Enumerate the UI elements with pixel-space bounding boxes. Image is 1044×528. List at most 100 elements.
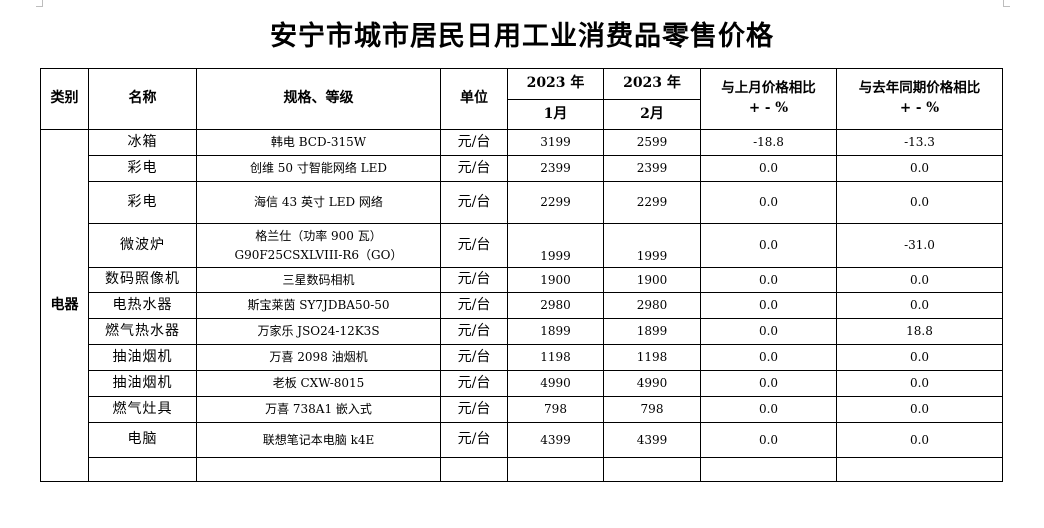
- table-row-empty: [41, 457, 1003, 482]
- item-name: 电脑: [88, 422, 197, 458]
- item-unit: 元/台: [440, 318, 508, 345]
- item-spec-line-2: G90F25CSXLVIII-R6（GO）: [234, 247, 403, 262]
- table-row: 燃气灶具 万喜 738A1 嵌入式 元/台 798 798 0.0 0.0: [41, 396, 1003, 423]
- item-name: 燃气灶具: [88, 396, 197, 423]
- table-row: 燃气热水器 万家乐 JSO24-12K3S 元/台 1899 1899 0.0 …: [41, 318, 1003, 345]
- price-feb: 2980: [603, 292, 701, 319]
- change-mom: 0.0: [700, 344, 837, 371]
- table-row: 电器 冰箱 韩电 BCD-315W 元/台 3199 2599 -18.8 -1…: [40, 129, 1003, 482]
- item-unit: 元/台: [440, 292, 508, 319]
- price-jan: 2399: [507, 155, 604, 182]
- item-unit: 元/台: [440, 344, 508, 371]
- change-mom: 0.0: [700, 223, 837, 268]
- item-spec: 万喜 2098 油烟机: [196, 344, 441, 371]
- item-name: 彩电: [88, 181, 197, 224]
- price-feb: 2299: [603, 181, 701, 224]
- change-yoy: -13.3: [836, 129, 1003, 156]
- change-mom: 0.0: [700, 422, 837, 458]
- change-mom: 0.0: [700, 267, 837, 293]
- item-spec: 联想笔记本电脑 k4E: [196, 422, 441, 458]
- price-jan: 1198: [507, 344, 604, 371]
- price-jan: 798: [507, 396, 604, 423]
- change-mom: 0.0: [700, 292, 837, 319]
- header-name: 名称: [88, 68, 197, 130]
- change-yoy: 0.0: [836, 292, 1003, 319]
- header-category: 类别: [40, 68, 89, 130]
- item-unit: 元/台: [440, 129, 508, 156]
- change-mom: 0.0: [700, 370, 837, 397]
- header-month-2: 2月: [603, 99, 701, 130]
- price-feb: 2599: [603, 129, 701, 156]
- item-name: 抽油烟机: [88, 344, 197, 371]
- price-jan: 1900: [507, 267, 604, 293]
- change-mom: 0.0: [700, 318, 837, 345]
- item-name: 燃气热水器: [88, 318, 197, 345]
- item-unit: 元/台: [440, 267, 508, 293]
- category-cell: 电器: [40, 129, 89, 482]
- price-feb: 1900: [603, 267, 701, 293]
- price-feb: 798: [603, 396, 701, 423]
- item-spec: 三星数码相机: [196, 267, 441, 293]
- header-mom: 与上月价格相比 + - %: [700, 68, 837, 130]
- change-mom: -18.8: [700, 129, 837, 156]
- item-unit: 元/台: [440, 396, 508, 423]
- item-spec-line-1: 格兰仕（功率 900 瓦）: [255, 228, 382, 243]
- price-feb: 4990: [603, 370, 701, 397]
- header-mom-pct: + - %: [748, 100, 789, 116]
- empty-cell: [196, 457, 441, 482]
- empty-cell: [88, 457, 197, 482]
- item-name: 彩电: [88, 155, 197, 182]
- change-yoy: 0.0: [836, 181, 1003, 224]
- change-yoy: -31.0: [836, 223, 1003, 268]
- header-year-2: 2023 年: [603, 68, 701, 100]
- item-name: 微波炉: [88, 223, 197, 268]
- change-yoy: 0.0: [836, 155, 1003, 182]
- price-feb: 4399: [603, 422, 701, 458]
- item-name: 电热水器: [88, 292, 197, 319]
- item-spec: 万家乐 JSO24-12K3S: [196, 318, 441, 345]
- price-feb: 1899: [603, 318, 701, 345]
- header-mom-label: 与上月价格相比: [721, 80, 816, 97]
- change-yoy: 0.0: [836, 422, 1003, 458]
- header-yoy: 与去年同期价格相比 + - %: [836, 68, 1003, 130]
- empty-cell: [440, 457, 508, 482]
- empty-cell: [507, 457, 604, 482]
- price-feb: 2399: [603, 155, 701, 182]
- price-jan: 2299: [507, 181, 604, 224]
- price-feb: 1198: [603, 344, 701, 371]
- item-spec: 老板 CXW-8015: [196, 370, 441, 397]
- header-yoy-pct: + - %: [899, 100, 940, 116]
- header-spec: 规格、等级: [196, 68, 441, 130]
- empty-cell: [603, 457, 701, 482]
- change-yoy: 0.0: [836, 396, 1003, 423]
- change-yoy: 18.8: [836, 318, 1003, 345]
- table-row: 抽油烟机 万喜 2098 油烟机 元/台 1198 1198 0.0 0.0: [41, 344, 1003, 371]
- item-spec: 斯宝莱茵 SY7JDBA50-50: [196, 292, 441, 319]
- item-unit: 元/台: [440, 422, 508, 458]
- change-mom: 0.0: [700, 181, 837, 224]
- price-jan: 1999: [507, 223, 604, 268]
- item-spec: 万喜 738A1 嵌入式: [196, 396, 441, 423]
- header-month-1: 1月: [507, 99, 604, 130]
- item-spec: 格兰仕（功率 900 瓦） G90F25CSXLVIII-R6（GO）: [196, 223, 441, 268]
- item-unit: 元/台: [440, 155, 508, 182]
- change-mom: 0.0: [700, 396, 837, 423]
- item-unit: 元/台: [440, 370, 508, 397]
- change-yoy: 0.0: [836, 370, 1003, 397]
- price-table: 类别 名称 规格、等级 单位 2023 年 2023 年 与上月价格相比 + -…: [40, 68, 1003, 482]
- item-unit: 元/台: [440, 181, 508, 224]
- price-jan: 4990: [507, 370, 604, 397]
- empty-cell: [836, 457, 1003, 482]
- price-jan: 1899: [507, 318, 604, 345]
- price-feb: 1999: [603, 223, 701, 268]
- item-spec: 海信 43 英寸 LED 网络: [196, 181, 441, 224]
- price-jan: 2980: [507, 292, 604, 319]
- page-title: 安宁市城市居民日用工业消费品零售价格: [270, 21, 774, 52]
- change-yoy: 0.0: [836, 267, 1003, 293]
- price-jan: 3199: [507, 129, 604, 156]
- change-yoy: 0.0: [836, 344, 1003, 371]
- page-corner-mark-left: [36, 0, 43, 7]
- item-spec: 韩电 BCD-315W: [196, 129, 441, 156]
- table-row: 数码照像机 三星数码相机 元/台 1900 1900 0.0 0.0: [41, 267, 1003, 293]
- item-spec: 创维 50 寸智能网络 LED: [196, 155, 441, 182]
